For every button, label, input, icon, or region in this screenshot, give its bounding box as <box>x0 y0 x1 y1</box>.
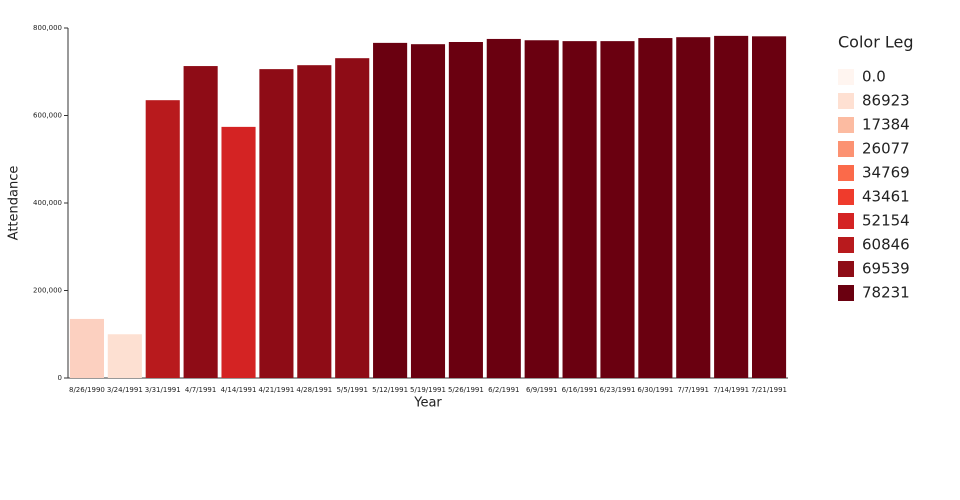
y-tick-label: 600,000 <box>33 112 62 120</box>
legend-label: 69539 <box>862 260 910 278</box>
x-tick-label: 8/26/1990 <box>69 386 105 394</box>
legend-swatch <box>838 141 854 157</box>
bar <box>448 42 483 378</box>
x-tick-label: 4/21/1991 <box>258 386 294 394</box>
x-tick-label: 4/28/1991 <box>296 386 332 394</box>
bar <box>145 100 180 378</box>
x-tick-label: 3/31/1991 <box>145 386 181 394</box>
bar <box>183 66 218 378</box>
legend-label: 43461 <box>862 188 910 206</box>
legend-swatch <box>838 69 854 85</box>
x-tick-label: 6/2/1991 <box>488 386 519 394</box>
x-tick-label: 3/24/1991 <box>107 386 143 394</box>
bar <box>259 69 294 378</box>
x-tick-label: 5/5/1991 <box>336 386 367 394</box>
legend-label: 0.0 <box>862 68 886 86</box>
x-tick-label: 5/12/1991 <box>372 386 408 394</box>
legend-label: 34769 <box>862 164 910 182</box>
x-tick-label: 5/26/1991 <box>448 386 484 394</box>
legend-swatch <box>838 285 854 301</box>
bar <box>486 38 521 378</box>
legend-label: 86923 <box>862 92 910 110</box>
bar <box>335 58 370 378</box>
legend-swatch <box>838 93 854 109</box>
x-tick-label: 4/14/1991 <box>221 386 257 394</box>
legend-swatch <box>838 213 854 229</box>
y-tick-label: 0 <box>58 374 62 382</box>
x-tick-label: 7/21/1991 <box>751 386 787 394</box>
legend-label: 26077 <box>862 140 910 158</box>
bar <box>373 42 408 378</box>
bar <box>714 35 749 378</box>
legend-label: 60846 <box>862 236 910 254</box>
x-tick-label: 6/9/1991 <box>526 386 557 394</box>
y-tick-label: 400,000 <box>33 199 62 207</box>
x-tick-label: 4/7/1991 <box>185 386 216 394</box>
x-tick-label: 6/16/1991 <box>562 386 598 394</box>
bar <box>69 318 104 378</box>
legend-label: 78231 <box>862 284 910 302</box>
legend-swatch <box>838 117 854 133</box>
bar <box>752 36 787 378</box>
bar <box>297 65 332 378</box>
bar <box>107 334 142 378</box>
y-tick-label: 200,000 <box>33 287 62 295</box>
legend-title: Color Leg <box>838 33 914 52</box>
legend-label: 17384 <box>862 116 910 134</box>
legend-label: 52154 <box>862 212 910 230</box>
y-axis-title: Attendance <box>7 166 22 241</box>
legend-swatch <box>838 261 854 277</box>
y-tick-label: 800,000 <box>33 24 62 32</box>
x-axis-title: Year <box>413 396 442 411</box>
bar <box>600 41 635 378</box>
x-tick-label: 7/14/1991 <box>713 386 749 394</box>
legend-swatch <box>838 189 854 205</box>
legend-swatch <box>838 165 854 181</box>
bar <box>221 126 256 378</box>
legend-swatch <box>838 237 854 253</box>
bar <box>638 38 673 378</box>
x-tick-label: 6/30/1991 <box>637 386 673 394</box>
bar <box>562 41 597 378</box>
x-tick-label: 5/19/1991 <box>410 386 446 394</box>
bar <box>410 44 446 378</box>
bar <box>676 37 711 378</box>
x-tick-label: 6/23/1991 <box>600 386 636 394</box>
bar <box>524 40 559 378</box>
x-tick-label: 7/7/1991 <box>678 386 709 394</box>
